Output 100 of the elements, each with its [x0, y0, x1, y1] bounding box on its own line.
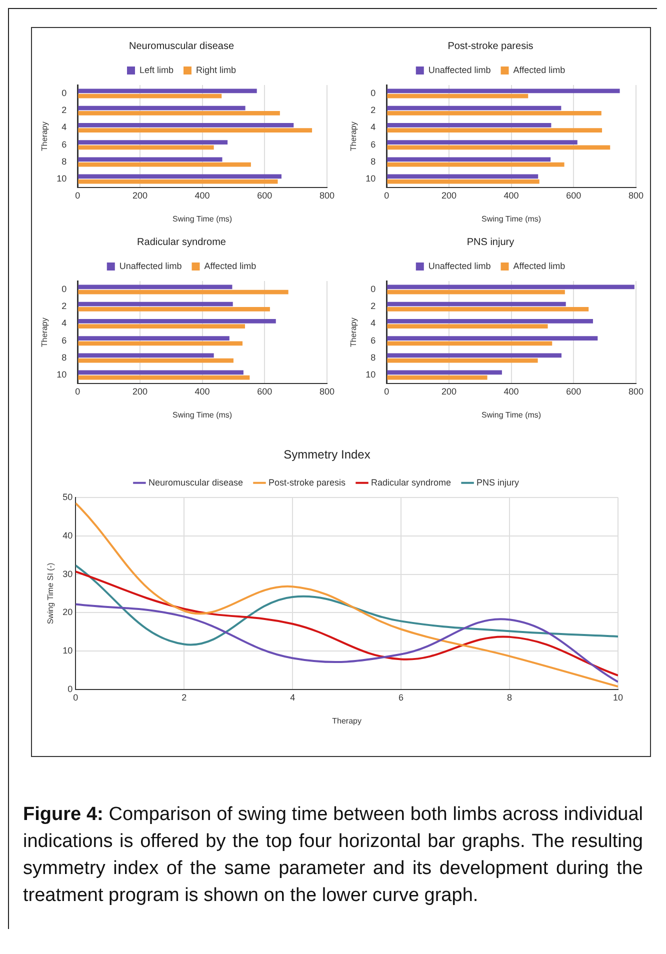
- bar: [78, 140, 228, 144]
- x-tick-label: 600: [257, 190, 272, 200]
- x-tick-label: 600: [257, 386, 272, 396]
- x-tick-label: 2: [182, 692, 187, 702]
- bar: [78, 111, 280, 116]
- x-tick-label: 200: [441, 386, 456, 396]
- y-tick-label: 10: [56, 174, 67, 184]
- chart-title: Symmetry Index: [284, 448, 370, 462]
- y-tick-label: 6: [62, 335, 67, 346]
- x-tick-label: 10: [612, 692, 624, 702]
- bar: [78, 370, 244, 375]
- x-axis-title: Swing Time (ms): [482, 410, 542, 420]
- bar: [387, 162, 564, 167]
- y-tick-label: 2: [62, 105, 67, 116]
- bar: [78, 145, 214, 150]
- x-axis-title: Swing Time (ms): [172, 410, 232, 420]
- bar: [387, 370, 502, 375]
- legend-label: PNS injury: [476, 477, 520, 488]
- y-tick-label: 10: [56, 370, 67, 380]
- y-tick-label: 8: [62, 352, 67, 362]
- y-tick-label: 10: [62, 646, 73, 656]
- bar: [78, 341, 243, 346]
- bar: [78, 307, 270, 312]
- x-axis-title: Therapy: [332, 716, 362, 726]
- x-tick-label: 0: [384, 386, 390, 396]
- line-series: [76, 570, 618, 676]
- y-tick-label: 6: [62, 139, 67, 150]
- line-series: [76, 564, 618, 646]
- bar: [387, 375, 488, 380]
- legend-label: Affected limb: [204, 260, 256, 271]
- caption: Figure 4: Comparison of swing time between both limbs across individual indications is offered by the top four horizontal bar graphs. The resulting symmetry index of the same parameter and its development during the treatment program is shown on the lower curve graph.: [23, 804, 644, 906]
- bar: [387, 140, 578, 144]
- bar: [78, 123, 294, 128]
- y-tick-label: 4: [62, 122, 67, 132]
- x-tick-label: 0: [75, 386, 80, 396]
- y-tick-label: 0: [62, 88, 67, 98]
- chart-title: PNS injury: [466, 236, 514, 248]
- x-tick-label: 200: [132, 386, 148, 396]
- bar: [387, 174, 538, 179]
- legend-label: Unaffected limb: [119, 260, 182, 271]
- bar: [78, 157, 222, 162]
- bar: [78, 290, 288, 294]
- x-tick-label: 4: [290, 692, 296, 702]
- bar: [387, 324, 548, 328]
- y-tick-label: 0: [370, 284, 376, 294]
- x-tick-label: 800: [628, 190, 644, 200]
- legend-label: Left limb: [139, 64, 174, 75]
- x-tick-label: 6: [398, 692, 404, 702]
- y-tick-label: 2: [370, 105, 376, 116]
- x-tick-label: 600: [566, 190, 582, 200]
- y-tick-label: 2: [370, 301, 376, 312]
- bar: [387, 106, 562, 110]
- legend-label: Radicular syndrome: [371, 477, 452, 488]
- x-tick-label: 200: [132, 190, 148, 200]
- x-tick-label: 400: [194, 386, 210, 396]
- legend-label: Affected limb: [513, 64, 566, 75]
- bar: [78, 336, 230, 340]
- y-tick-label: 4: [370, 122, 376, 132]
- bar: [387, 319, 593, 324]
- bar: [387, 88, 620, 94]
- x-tick-label: 400: [504, 386, 519, 396]
- legend-label: Right limb: [196, 64, 236, 75]
- bar: [78, 324, 246, 328]
- x-tick-label: 800: [319, 386, 335, 396]
- y-tick-label: 8: [370, 352, 376, 362]
- bar: [387, 353, 562, 358]
- bar: [78, 88, 257, 94]
- y-tick-label: 6: [370, 139, 376, 150]
- bar: [387, 290, 565, 294]
- bar: [78, 375, 250, 380]
- bar: [78, 302, 233, 306]
- y-tick-label: 20: [62, 607, 73, 618]
- chart-title: Post-stroke paresis: [448, 40, 534, 52]
- bar: [387, 145, 610, 150]
- bar: [78, 353, 214, 358]
- y-tick-label: 4: [62, 318, 67, 328]
- x-tick-label: 8: [507, 692, 512, 702]
- x-tick-label: 800: [319, 190, 335, 200]
- y-tick-label: 2: [62, 301, 67, 312]
- bar: [78, 179, 278, 184]
- y-axis-title: Therapy: [40, 122, 50, 151]
- legend-label: Post-stroke paresis: [268, 477, 346, 488]
- y-tick-label: 40: [62, 530, 73, 540]
- bar: [387, 341, 552, 346]
- bar: [387, 157, 551, 162]
- y-axis-title: Swing Time SI (-): [46, 562, 56, 624]
- bar: [387, 284, 634, 290]
- bar: [78, 94, 222, 98]
- bar: [387, 307, 589, 312]
- bar: [78, 106, 246, 110]
- y-axis-title: Therapy: [349, 122, 358, 151]
- x-tick-label: 400: [194, 190, 210, 200]
- y-tick-label: 0: [370, 88, 376, 98]
- y-tick-label: 6: [370, 335, 376, 346]
- bar: [387, 111, 602, 116]
- bar: [387, 336, 598, 340]
- x-axis-title: Swing Time (ms): [482, 214, 542, 224]
- legend-label: Unaffected limb: [428, 260, 491, 271]
- bar: [78, 284, 232, 290]
- bar: [78, 319, 276, 324]
